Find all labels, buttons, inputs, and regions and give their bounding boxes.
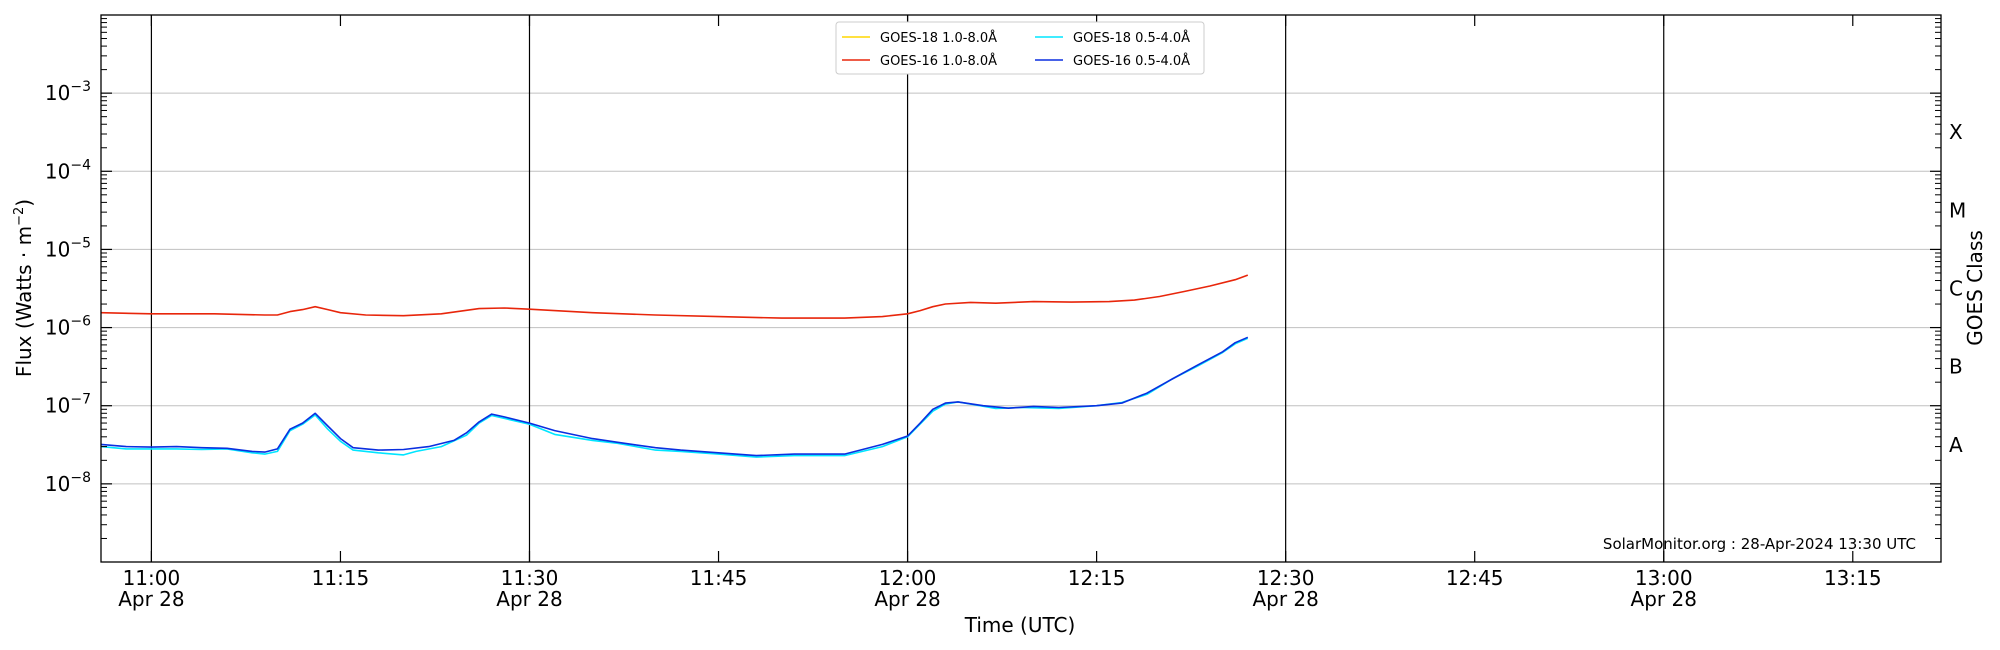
legend: GOES-18 1.0-8.0Å GOES-16 1.0-8.0Å GOES-18 … [835, 21, 1205, 75]
goes-class-label: A [1949, 433, 1963, 457]
x-axis-title: Time (UTC) [964, 613, 1076, 637]
y-axis: 10−8 10−7 10−6 10−5 10−4 10−3 [45, 18, 1941, 539]
plot-frame [100, 14, 1942, 563]
goes-class-label: B [1949, 355, 1963, 379]
x-tick-label: 11:15 [312, 566, 370, 590]
y-tick-label: 10−8 [45, 470, 91, 496]
series-line-2 [100, 274, 1249, 319]
x-tick-date-label: Apr 28 [1631, 587, 1697, 611]
x-tick-date-label: Apr 28 [118, 587, 184, 611]
credit-text: SolarMonitor.org : 28-Apr-2024 13:30 UTC [1603, 535, 1916, 553]
y-tick-label: 10−5 [45, 235, 91, 261]
legend-box [835, 21, 1205, 75]
goes-class-label: X [1949, 120, 1963, 144]
legend-label: GOES-18 0.5-4.0Å [1073, 30, 1190, 46]
x-tick-label: 12:00 [879, 566, 937, 590]
goes-class-label: M [1949, 198, 1966, 222]
y-tick-label: 10−6 [45, 314, 91, 340]
y-tick-label: 10−3 [45, 79, 91, 105]
x-tick-date-label: Apr 28 [1252, 587, 1318, 611]
x-tick-label: 13:00 [1635, 566, 1693, 590]
x-tick-label: 12:30 [1257, 566, 1315, 590]
series-line-4 [100, 336, 1249, 457]
x-tick-date-label: Apr 28 [874, 587, 940, 611]
legend-label: GOES-16 1.0-8.0Å [880, 53, 997, 69]
x-tick-label: 11:45 [690, 566, 748, 590]
x-tick-label: 11:30 [501, 566, 559, 590]
goes-class-label: C [1949, 277, 1963, 301]
grid-layer [101, 92, 1941, 485]
legend-label: GOES-18 1.0-8.0Å [880, 30, 997, 46]
vertical-day-lines [150, 15, 1665, 562]
y-tick-label: 10−4 [45, 157, 91, 183]
x-tick-date-label: Apr 28 [496, 587, 562, 611]
plot-background [101, 15, 1941, 562]
y-tick-label: 10−7 [45, 392, 91, 418]
goes-class-axis-title: GOES Class [1963, 230, 1987, 346]
x-tick-label: 12:15 [1068, 566, 1126, 590]
series-line-3 [100, 337, 1249, 458]
series-layer [100, 274, 1249, 458]
y-axis-title: Flux (Watts · m−2) [12, 199, 36, 377]
x-tick-label: 12:45 [1446, 566, 1504, 590]
legend-label: GOES-16 0.5-4.0Å [1073, 53, 1190, 69]
x-tick-label: 13:15 [1824, 566, 1882, 590]
goes-class-axis: A B C M X [1949, 120, 1966, 457]
x-tick-label: 11:00 [123, 566, 181, 590]
